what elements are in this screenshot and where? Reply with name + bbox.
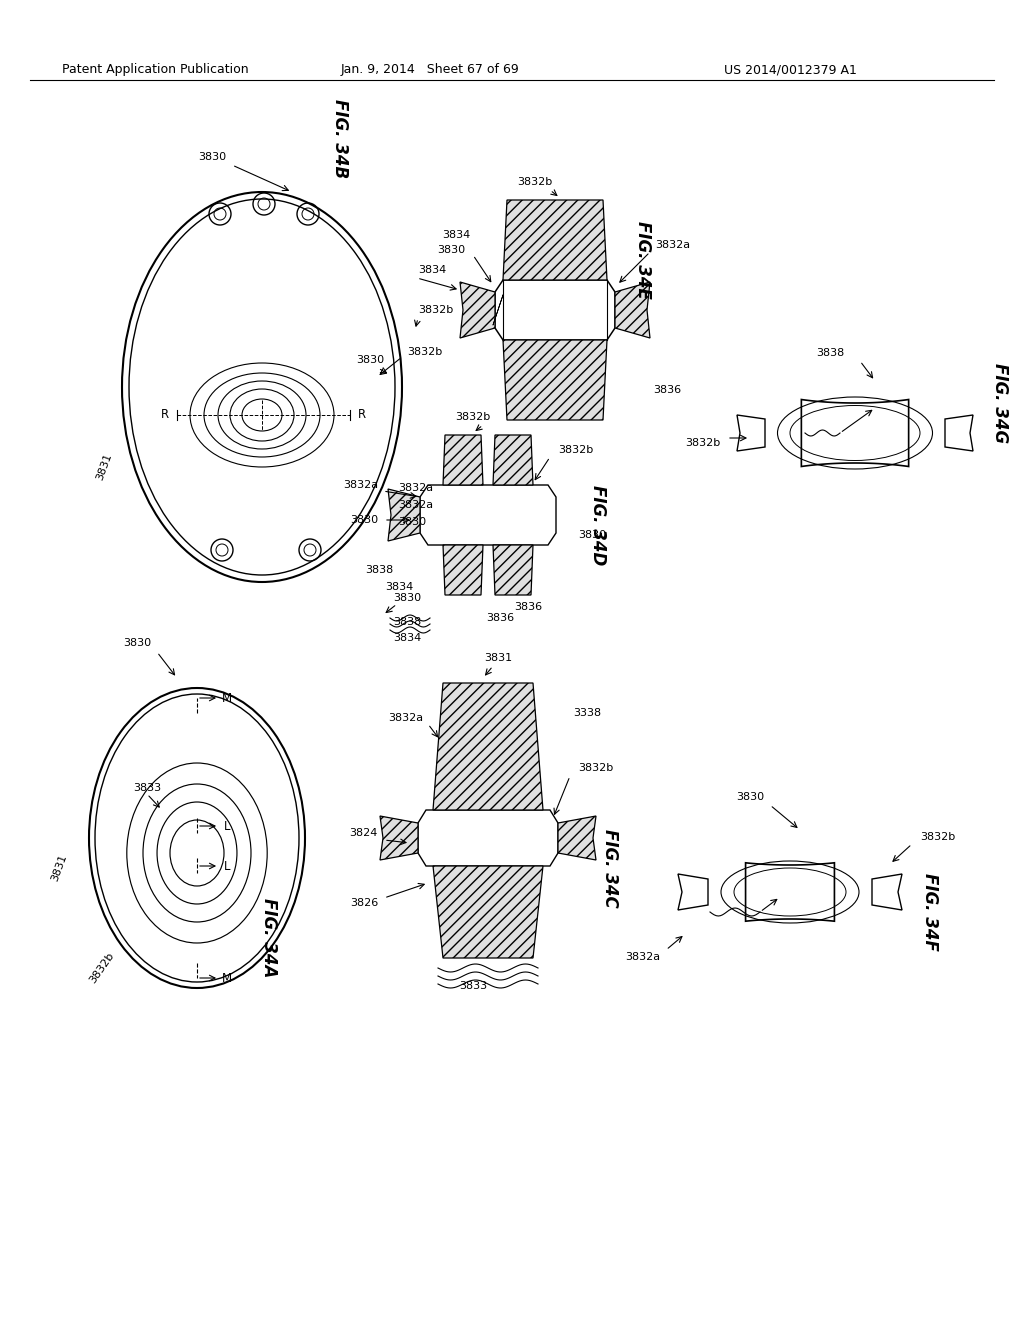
Text: 3832a: 3832a	[398, 483, 433, 492]
Text: 3830: 3830	[578, 531, 606, 540]
Text: 3838: 3838	[816, 348, 844, 358]
Text: 3838: 3838	[393, 616, 421, 627]
Text: 3830: 3830	[350, 515, 378, 525]
Text: 3830: 3830	[393, 593, 421, 603]
Text: 3831: 3831	[49, 853, 69, 883]
Polygon shape	[503, 341, 607, 420]
Text: 3830: 3830	[356, 355, 384, 366]
Text: US 2014/0012379 A1: US 2014/0012379 A1	[724, 63, 856, 77]
Text: 3832b: 3832b	[578, 763, 613, 774]
Text: 3832b: 3832b	[88, 950, 116, 985]
Text: M: M	[222, 692, 232, 705]
Text: 3832b: 3832b	[456, 412, 490, 422]
Text: 3833: 3833	[133, 783, 161, 793]
Text: 3338: 3338	[573, 708, 601, 718]
Polygon shape	[802, 400, 908, 466]
Text: 3832b: 3832b	[407, 347, 442, 356]
Text: FIG. 34E: FIG. 34E	[634, 220, 652, 298]
Polygon shape	[380, 816, 418, 861]
Text: FIG. 34A: FIG. 34A	[260, 899, 278, 978]
Polygon shape	[420, 484, 556, 545]
Text: L: L	[224, 859, 230, 873]
Text: M: M	[222, 972, 232, 985]
Polygon shape	[503, 201, 607, 280]
Text: 3832a: 3832a	[655, 240, 690, 249]
Text: Patent Application Publication: Patent Application Publication	[61, 63, 248, 77]
Text: 3838: 3838	[365, 565, 393, 576]
Polygon shape	[433, 682, 543, 810]
Polygon shape	[678, 874, 708, 909]
Text: 3836: 3836	[486, 612, 514, 623]
Text: 3832b: 3832b	[558, 445, 593, 455]
Text: 3831: 3831	[94, 451, 114, 482]
Polygon shape	[945, 414, 973, 451]
Text: 3826: 3826	[350, 898, 378, 908]
Text: 3830: 3830	[198, 152, 226, 162]
Text: 3832b: 3832b	[920, 832, 955, 842]
Text: 3834: 3834	[418, 265, 446, 275]
Text: 3830: 3830	[123, 638, 152, 648]
Polygon shape	[388, 488, 420, 541]
Polygon shape	[558, 816, 596, 861]
Text: 3830: 3830	[437, 246, 465, 255]
Text: FIG. 34D: FIG. 34D	[589, 484, 607, 565]
Text: 3832b: 3832b	[685, 438, 720, 447]
Polygon shape	[745, 863, 835, 921]
Polygon shape	[460, 282, 495, 338]
Text: 3832a: 3832a	[625, 952, 660, 962]
Text: 3832b: 3832b	[418, 305, 454, 315]
Text: 3830: 3830	[736, 792, 764, 803]
Text: FIG. 34F: FIG. 34F	[921, 873, 939, 950]
Text: Jan. 9, 2014   Sheet 67 of 69: Jan. 9, 2014 Sheet 67 of 69	[341, 63, 519, 77]
Polygon shape	[418, 810, 558, 866]
Text: R: R	[358, 408, 367, 421]
Text: 3830: 3830	[398, 517, 426, 527]
Polygon shape	[495, 280, 615, 341]
Text: FIG. 34C: FIG. 34C	[601, 829, 618, 907]
Polygon shape	[615, 282, 650, 338]
Text: 3834: 3834	[393, 634, 421, 643]
Polygon shape	[443, 436, 483, 484]
Text: FIG. 34B: FIG. 34B	[331, 99, 349, 178]
Text: FIG. 34G: FIG. 34G	[991, 363, 1009, 444]
Text: 3832a: 3832a	[398, 500, 433, 510]
Text: 3836: 3836	[653, 385, 681, 395]
Text: 3832a: 3832a	[343, 480, 378, 490]
Text: 3834: 3834	[441, 230, 470, 240]
Polygon shape	[433, 866, 543, 958]
Text: 3832a: 3832a	[388, 713, 423, 723]
Polygon shape	[493, 436, 534, 484]
Polygon shape	[443, 545, 483, 595]
Text: 3832b: 3832b	[517, 177, 553, 187]
Text: 3836: 3836	[514, 602, 542, 612]
Polygon shape	[872, 874, 902, 909]
Text: L: L	[224, 820, 230, 833]
Polygon shape	[493, 545, 534, 595]
Text: 3833: 3833	[459, 981, 487, 991]
Text: 3824: 3824	[349, 828, 378, 838]
Text: R: R	[161, 408, 169, 421]
Polygon shape	[737, 414, 765, 451]
Text: 3834: 3834	[385, 582, 413, 591]
Text: 3831: 3831	[484, 653, 512, 663]
